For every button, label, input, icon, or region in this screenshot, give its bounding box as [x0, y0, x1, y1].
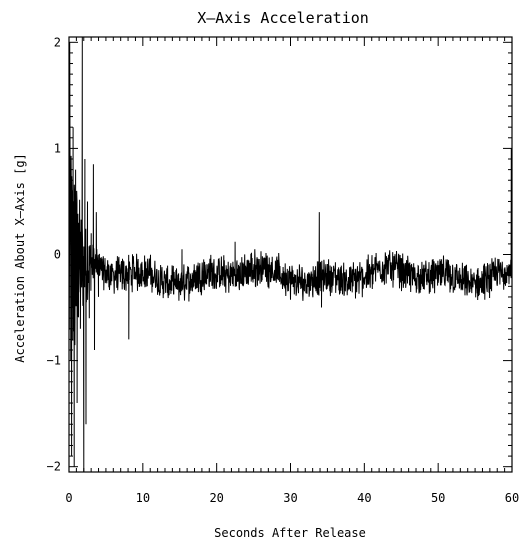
y-tick-label: 1: [54, 141, 61, 155]
y-tick-label: −1: [47, 354, 61, 368]
x-axis-label: Seconds After Release: [214, 526, 366, 540]
x-tick-label: 10: [136, 491, 150, 505]
x-tick-label: 60: [505, 491, 519, 505]
y-tick-label: 2: [54, 35, 61, 49]
x-tick-label: 0: [65, 491, 72, 505]
x-tick-label: 40: [357, 491, 371, 505]
x-tick-label: 30: [283, 491, 297, 505]
plot-frame: [68, 36, 513, 473]
y-axis-label: Acceleration About X–Axis [g]: [13, 153, 27, 363]
series-layer: [69, 37, 512, 472]
y-tick-label: −2: [47, 460, 61, 474]
y-tick-label: 0: [54, 248, 61, 262]
x-axis-ticks: 0 10 20 30 40 50 60: [65, 37, 519, 505]
plot-border: [68, 36, 513, 473]
x-tick-label: 20: [209, 491, 223, 505]
x-tick-label: 50: [431, 491, 445, 505]
acceleration-series-line: [69, 37, 512, 472]
y-axis-ticks: −2 −1 0 1 2: [47, 35, 512, 474]
chart-title: X–Axis Acceleration: [197, 9, 369, 27]
